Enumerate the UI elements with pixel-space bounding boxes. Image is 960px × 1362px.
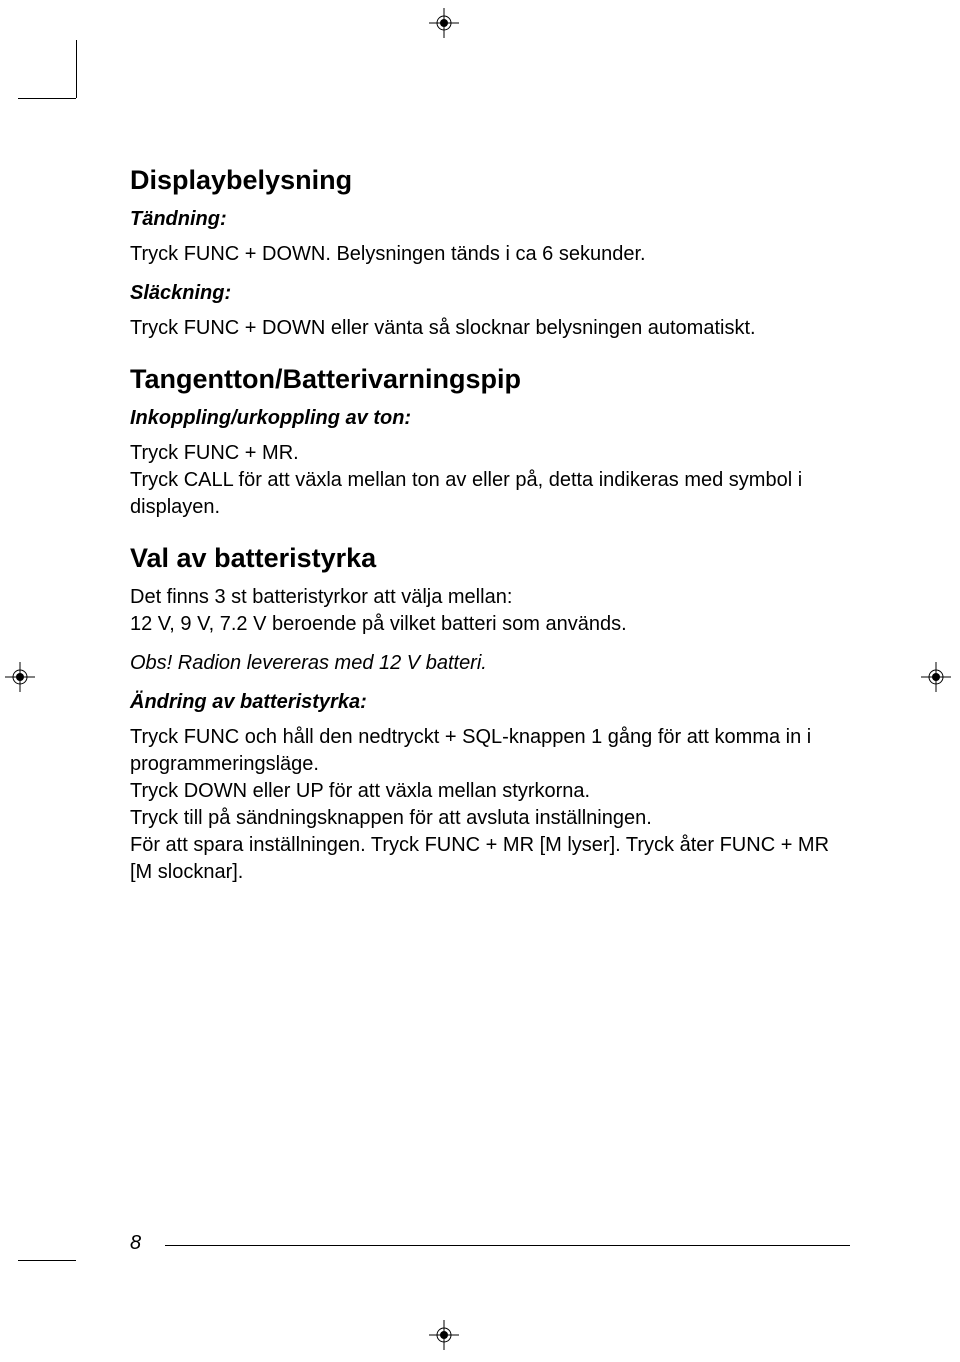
body-text: Tryck FUNC + MR. [130,440,850,467]
body-text: Tryck FUNC + DOWN. Belysningen tänds i c… [130,241,850,268]
note-text: Obs! Radion levereras med 12 V batteri. [130,650,850,677]
section-key-tone: Tangentton/Batterivarningspip Inkoppling… [130,364,850,521]
section-heading: Val av batteristyrka [130,543,850,574]
body-text: Tryck FUNC + DOWN eller vänta så slockna… [130,315,850,342]
registration-mark-icon [429,8,459,38]
body-text: Tryck DOWN eller UP för att växla mellan… [130,778,850,805]
body-text: Tryck CALL för att växla mellan ton av e… [130,467,850,521]
section-battery-strength: Val av batteristyrka Det finns 3 st batt… [130,543,850,886]
subheading: Inkoppling/urkoppling av ton: [130,405,850,432]
section-heading: Displaybelysning [130,165,850,196]
registration-mark-icon [5,662,35,692]
body-text: För att spara inställningen. Tryck FUNC … [130,832,850,886]
registration-mark-icon [429,1320,459,1350]
body-text: Tryck FUNC och håll den nedtryckt + SQL-… [130,724,850,778]
crop-mark [76,40,77,98]
page-content: Displaybelysning Tändning: Tryck FUNC + … [130,165,850,908]
section-heading: Tangentton/Batterivarningspip [130,364,850,395]
body-text: Tryck till på sändningsknappen för att a… [130,805,850,832]
crop-mark [18,1260,76,1261]
body-text: Det finns 3 st batteristyrkor att välja … [130,584,850,611]
page-number-rule [165,1245,850,1246]
subheading: Släckning: [130,280,850,307]
subheading: Ändring av batteristyrka: [130,689,850,716]
crop-mark [18,98,76,99]
section-display-lighting: Displaybelysning Tändning: Tryck FUNC + … [130,165,850,342]
page-number: 8 [130,1232,141,1255]
subheading: Tändning: [130,206,850,233]
body-text: 12 V, 9 V, 7.2 V beroende på vilket batt… [130,611,850,638]
registration-mark-icon [921,662,951,692]
